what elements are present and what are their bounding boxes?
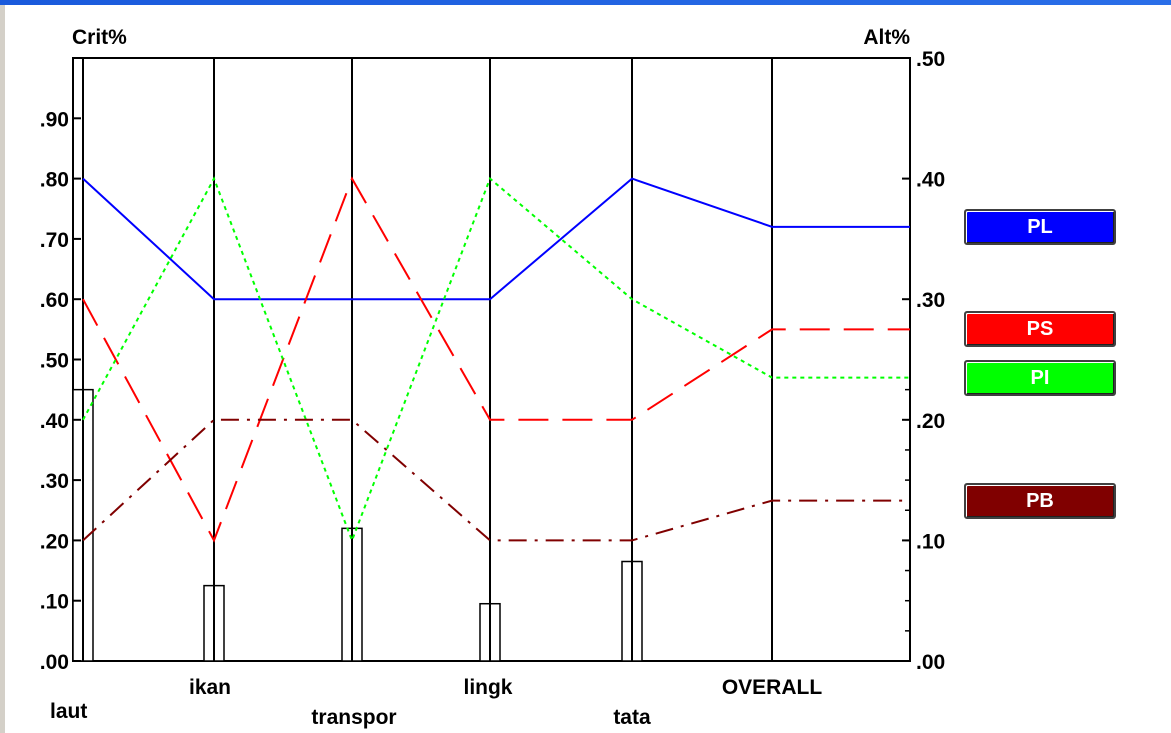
series-line-pi — [82, 176, 910, 544]
left-tick-label: .80 — [40, 169, 69, 192]
category-label-laut: laut — [50, 700, 87, 723]
left-tick-label: .30 — [40, 470, 69, 493]
category-label-overall: OVERALL — [722, 676, 823, 699]
left-tick-label: .40 — [40, 410, 69, 433]
series-line-pl — [82, 177, 910, 301]
category-axes — [82, 58, 773, 661]
axis-ticks: .00 .10 .20 .30 .40 .50 .60 .70 .80 .90 .00 .10 .20.… — [40, 48, 945, 729]
series-line-pb — [82, 418, 910, 542]
criteria-bars — [72, 388, 643, 662]
right-tick-label: .50 — [916, 48, 945, 71]
left-tick-label: .50 — [40, 350, 69, 373]
left-axis-title: Crit% — [72, 26, 127, 49]
right-tick-label: .10 — [916, 530, 945, 553]
right-tick-label: .30 — [916, 289, 945, 312]
right-tick-label: .00 — [916, 651, 945, 674]
series-lines — [82, 176, 910, 544]
category-label-transpor: transpor — [311, 706, 396, 729]
plot-frame — [72, 57, 911, 662]
category-label-ikan: ikan — [189, 676, 231, 699]
legend-button-pb[interactable]: PB — [964, 483, 1116, 519]
left-tick-label: .10 — [40, 591, 69, 614]
left-tick-label: .00 — [40, 651, 69, 674]
window-edge — [0, 5, 5, 733]
category-label-tata: tata — [613, 706, 651, 729]
right-axis-title: Alt% — [863, 26, 910, 49]
left-tick-label: .20 — [40, 530, 69, 553]
left-tick-label: .90 — [40, 108, 69, 131]
left-tick-label: .60 — [40, 289, 69, 312]
series-line-ps — [82, 176, 910, 543]
right-tick-label: .40 — [916, 169, 945, 192]
right-tick-label: .20 — [916, 410, 945, 433]
left-tick-label: .70 — [40, 229, 69, 252]
legend-button-pi[interactable]: PI — [964, 360, 1116, 396]
legend-button-pl[interactable]: PL — [964, 209, 1116, 245]
legend-button-ps[interactable]: PS — [964, 311, 1116, 347]
category-label-lingk: lingk — [463, 676, 512, 699]
title-bar-strip — [0, 0, 1171, 5]
